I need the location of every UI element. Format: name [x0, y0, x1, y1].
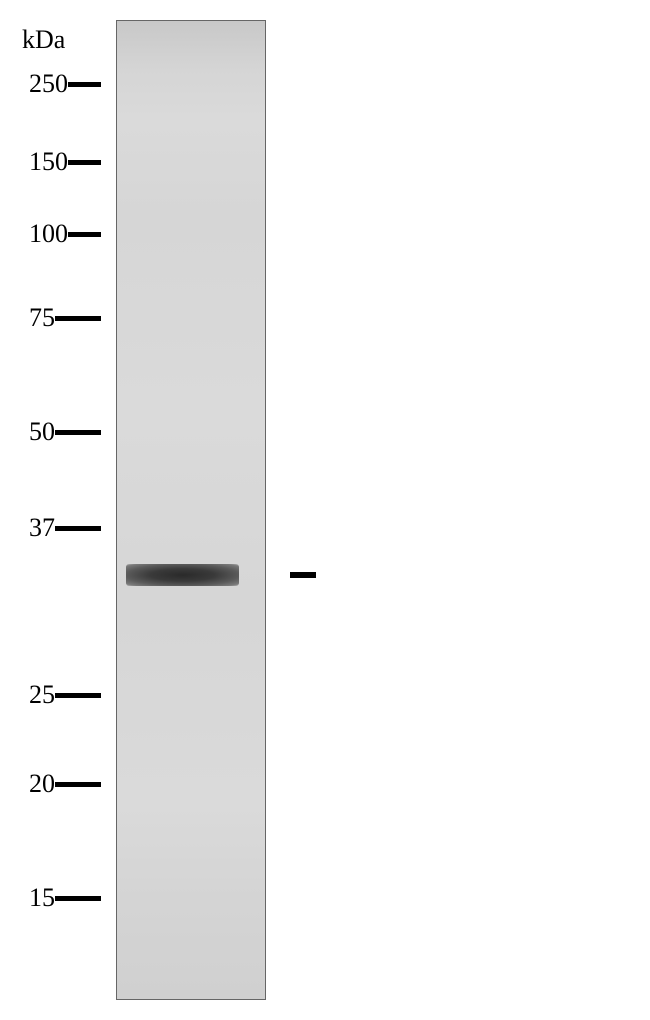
- ladder-dash-75: [55, 316, 101, 321]
- ladder-label-100: 100: [29, 219, 68, 249]
- ladder-dash-20: [55, 782, 101, 787]
- gel-lane: [116, 20, 266, 1000]
- ladder-dash-250: [68, 82, 101, 87]
- ladder-dash-150: [68, 160, 101, 165]
- band-marker-tick: [290, 572, 316, 578]
- lane-background: [117, 21, 265, 999]
- ladder-label-75: 75: [29, 303, 55, 333]
- protein-band: [126, 564, 239, 586]
- ladder-label-50: 50: [29, 417, 55, 447]
- kda-unit-label: kDa: [22, 25, 65, 55]
- ladder-label-250: 250: [29, 69, 68, 99]
- ladder-label-20: 20: [29, 769, 55, 799]
- ladder-dash-100: [68, 232, 101, 237]
- white-artifact-top: [497, 0, 513, 64]
- ladder-label-150: 150: [29, 147, 68, 177]
- ladder-dash-50: [55, 430, 101, 435]
- ladder-label-15: 15: [29, 883, 55, 913]
- ladder-dash-37: [55, 526, 101, 531]
- western-blot-figure: kDa 250 150 100 75 50 37 25 20 15: [0, 0, 650, 1020]
- ladder-label-37: 37: [29, 513, 55, 543]
- ladder-dash-15: [55, 896, 101, 901]
- ladder-label-25: 25: [29, 680, 55, 710]
- ladder-dash-25: [55, 693, 101, 698]
